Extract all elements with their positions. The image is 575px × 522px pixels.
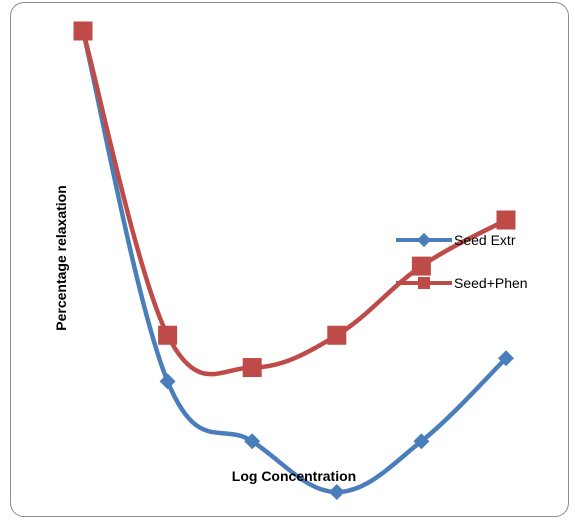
legend-marker-seed-extr <box>416 232 432 248</box>
data-point-seed-phen-6 <box>496 210 516 230</box>
data-point-seed-extr-4 <box>328 484 345 500</box>
legend-label-seed-extr: Seed Extr <box>454 232 516 248</box>
x-axis-title: Log Concentration <box>232 468 356 484</box>
data-point-seed-extr-5 <box>413 433 430 450</box>
data-point-seed-phen-3 <box>242 358 262 378</box>
legend-item-seed-extr: Seed Extr <box>396 232 516 248</box>
data-point-seed-phen-5 <box>411 256 431 276</box>
legend-label-seed-phen: Seed+Phen <box>454 275 528 291</box>
series-lines <box>80 30 508 495</box>
legend-marker-seed-phen <box>418 277 430 289</box>
series-markers <box>73 21 516 500</box>
legend-item-seed-phen: Seed+Phen <box>396 275 528 291</box>
chart-frame <box>10 2 569 517</box>
data-point-seed-extr-2 <box>159 373 176 390</box>
y-axis-title: Percentage relaxation <box>53 185 69 331</box>
data-point-seed-phen-4 <box>327 325 347 345</box>
data-point-seed-extr-6 <box>498 350 514 367</box>
series-line-seed-extr <box>80 30 508 495</box>
data-point-seed-phen-1 <box>73 21 93 41</box>
data-point-seed-extr-3 <box>244 433 261 450</box>
legend: Seed Extr Seed+Phen <box>396 232 528 291</box>
data-point-seed-phen-2 <box>158 325 178 345</box>
